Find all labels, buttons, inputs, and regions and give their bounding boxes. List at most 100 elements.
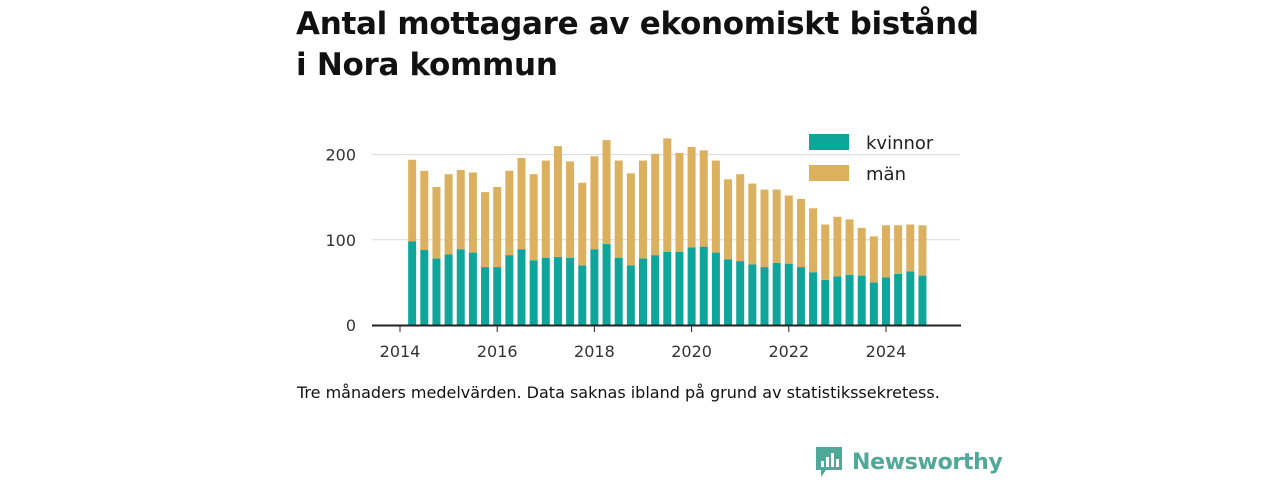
bar-man [687,146,696,248]
bar-man [651,153,660,256]
bar-man [663,138,672,252]
legend-swatch-man [809,165,849,181]
bar-man [614,160,623,258]
bar-kvinnor [784,263,793,325]
newsworthy-logo-icon [816,447,842,477]
bar-man [711,160,720,253]
bar-kvinnor [809,272,818,325]
bar-kvinnor [869,282,878,325]
brand: Newsworthy [815,446,1003,478]
bar-man [809,208,818,273]
bar-man [760,189,769,268]
bar-man [481,192,490,268]
x-tick-label: 2020 [671,342,712,361]
bar-kvinnor [517,249,526,325]
bar-man [468,172,477,253]
bar-kvinnor [821,279,830,325]
bar-man [408,159,417,242]
bar-man [639,160,647,259]
x-tick-label: 2024 [866,342,907,361]
bar-man [444,174,453,255]
bar-man [456,169,465,250]
bar-kvinnor [687,247,696,325]
bar-man [699,150,708,247]
bar-kvinnor [639,258,647,325]
bar-kvinnor [663,251,672,325]
y-tick-label: 200 [325,146,356,165]
bar-kvinnor [894,273,903,325]
bar-kvinnor [432,258,441,325]
x-axis [372,324,961,332]
chart-caption: Tre månaders medelvärden. Data saknas ib… [297,383,940,402]
bar-man [857,227,866,276]
bar-man [784,195,793,264]
bar-man [869,236,878,283]
bar-kvinnor [481,267,490,325]
y-tick-label: 100 [325,231,356,250]
bar-group [408,138,927,325]
bar-kvinnor [748,264,757,325]
bar-man [894,225,903,274]
bar-man [796,198,805,268]
bar-kvinnor [590,249,599,325]
bar-kvinnor [408,241,417,325]
bar-kvinnor [845,274,854,325]
bar-man [882,225,890,278]
bar-man [748,183,757,265]
bar-kvinnor [651,255,660,325]
bar-kvinnor [614,257,623,325]
x-tick-label: 2018 [574,342,615,361]
x-tick-label: 2022 [768,342,809,361]
bar-man [493,186,502,268]
bar-kvinnor [529,260,538,325]
bar-kvinnor [493,267,502,325]
bar-man [675,152,684,252]
bar-man [602,140,611,245]
bar-man [845,219,854,275]
bar-kvinnor [833,276,842,325]
bar-kvinnor [736,261,745,325]
bar-kvinnor [444,254,453,325]
bar-kvinnor [505,255,514,325]
bar-kvinnor [699,246,708,325]
bar-kvinnor [578,265,587,325]
legend: kvinnor män [809,133,934,185]
legend-swatch-kvinnor [809,134,849,150]
bar-man [541,160,550,258]
brand-name: Newsworthy [852,449,1003,475]
bar-man [529,174,538,261]
bar-kvinnor [711,252,720,325]
bar-kvinnor [724,259,733,325]
chart-title-line-2: i Nora kommun [296,47,558,83]
y-axis: 0 100 200 [325,146,356,335]
bar-kvinnor [906,271,915,325]
bar-man [918,225,927,276]
bar-kvinnor [468,252,477,325]
bar-man [432,186,441,259]
bar-man [906,224,915,272]
bar-kvinnor [760,267,769,325]
chart-title: Antal mottagare av ekonomiskt bistånd i … [296,4,1016,86]
bar-kvinnor [626,265,635,325]
x-tick-label: 2016 [477,342,518,361]
bar-man [578,182,587,266]
bar-man [772,189,781,263]
bar-kvinnor [553,256,562,325]
bar-man [517,158,526,250]
bar-kvinnor [420,250,429,325]
x-tick-labels: 2014 2016 2018 2020 2022 2024 [380,342,907,361]
bar-kvinnor [675,251,684,325]
bar-man [420,170,429,251]
bar-man [566,161,575,258]
bar-kvinnor [882,277,890,325]
bar-man [505,170,514,256]
bar-kvinnor [857,275,866,325]
bar-man [833,216,842,277]
x-tick-label: 2014 [380,342,421,361]
bar-man [821,224,830,280]
bar-kvinnor [772,262,781,325]
bar-kvinnor [796,267,805,325]
bar-man [590,156,599,250]
y-tick-label: 0 [346,316,356,335]
